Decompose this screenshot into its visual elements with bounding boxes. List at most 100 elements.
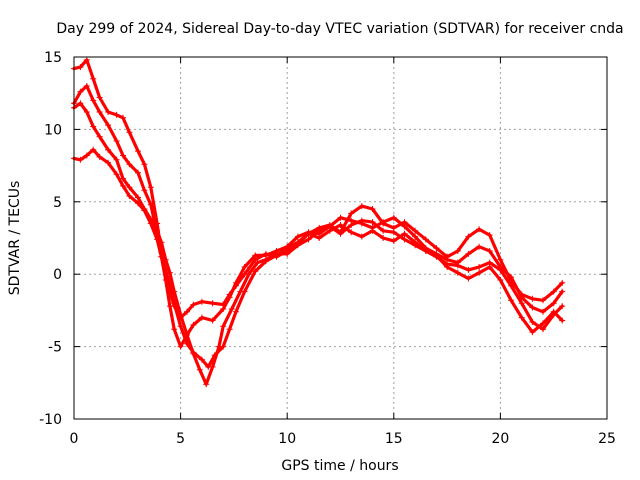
data-point <box>77 100 84 107</box>
data-point <box>96 153 103 160</box>
data-point <box>120 175 126 182</box>
data-point <box>209 317 216 324</box>
data-point <box>245 271 252 278</box>
data-series <box>71 100 566 388</box>
data-point <box>540 308 546 315</box>
series-layer <box>71 56 566 388</box>
y-tick-label: -10 <box>39 412 62 428</box>
data-point <box>348 210 355 217</box>
series-line <box>72 58 564 320</box>
data-point <box>135 148 141 155</box>
data-point <box>96 133 103 140</box>
data-point <box>412 242 419 249</box>
data-point <box>166 269 173 276</box>
data-point <box>380 235 387 241</box>
data-point <box>252 252 259 259</box>
data-point <box>158 239 165 246</box>
data-point <box>141 206 148 212</box>
data-point <box>305 236 312 243</box>
data-point <box>83 109 90 115</box>
data-point <box>465 275 472 282</box>
data-point <box>113 171 120 178</box>
data-point <box>486 248 493 254</box>
data-point <box>120 152 126 159</box>
axis-ticks: 0 5 10 15 20 25 -10 -5 0 5 10 15 <box>39 50 616 447</box>
data-point <box>305 230 312 237</box>
data-point <box>105 159 112 166</box>
data-point <box>273 250 280 257</box>
data-point <box>196 366 203 373</box>
chart-title: Day 299 of 2024, Sidereal Day-to-day VTE… <box>56 21 623 37</box>
data-series <box>71 83 566 350</box>
data-point <box>141 161 148 168</box>
data-point <box>380 227 387 234</box>
data-point <box>348 229 355 236</box>
data-point <box>369 219 376 226</box>
data-point <box>369 227 376 234</box>
data-point <box>559 317 566 324</box>
data-point <box>171 288 178 295</box>
data-point <box>358 217 365 224</box>
y-tick-label: 10 <box>44 122 62 138</box>
data-point <box>508 282 515 289</box>
data-point <box>465 266 472 273</box>
data-point <box>77 64 84 71</box>
data-point <box>518 314 525 321</box>
data-point <box>90 123 97 130</box>
data-point <box>113 138 120 144</box>
data-point <box>465 233 472 240</box>
data-point <box>105 146 112 153</box>
data-point <box>497 266 504 273</box>
series-line <box>72 84 564 349</box>
data-point <box>465 250 472 257</box>
grid-lines <box>74 57 607 419</box>
data-point <box>508 297 515 304</box>
data-point <box>203 381 210 388</box>
data-point <box>390 229 397 236</box>
data-point <box>147 216 154 223</box>
data-point <box>454 248 461 254</box>
data-point <box>518 300 525 307</box>
data-point <box>550 288 557 295</box>
data-point <box>135 169 141 176</box>
data-point <box>252 268 259 275</box>
data-point <box>120 182 126 189</box>
data-point <box>486 232 493 239</box>
x-tick-label: 25 <box>598 431 616 447</box>
data-point <box>497 256 504 263</box>
data-point <box>166 303 173 310</box>
data-point <box>294 242 301 249</box>
data-point <box>209 300 216 307</box>
data-point <box>390 214 397 221</box>
data-point <box>412 227 419 234</box>
data-point <box>77 156 84 163</box>
data-point <box>233 308 239 315</box>
y-tick-label: -5 <box>48 340 62 356</box>
data-point <box>226 294 233 301</box>
data-point <box>147 184 154 191</box>
data-point <box>390 237 397 244</box>
data-point <box>141 187 148 194</box>
data-point <box>190 350 197 357</box>
data-series <box>71 146 566 370</box>
data-point <box>284 245 291 252</box>
data-point <box>369 206 376 212</box>
data-point <box>476 226 483 233</box>
data-point <box>241 264 248 270</box>
data-point <box>540 320 546 327</box>
data-point <box>454 269 461 276</box>
data-point <box>529 304 536 311</box>
data-point <box>209 363 216 370</box>
data-point <box>550 300 557 307</box>
data-point <box>529 295 536 302</box>
data-point <box>184 332 190 338</box>
data-point <box>216 343 222 350</box>
data-point <box>401 223 408 230</box>
data-point <box>422 248 429 254</box>
data-point <box>254 259 261 266</box>
data-point <box>184 308 190 315</box>
data-point <box>198 298 205 305</box>
data-point <box>444 264 451 270</box>
data-point <box>559 288 566 295</box>
data-point <box>226 326 233 333</box>
